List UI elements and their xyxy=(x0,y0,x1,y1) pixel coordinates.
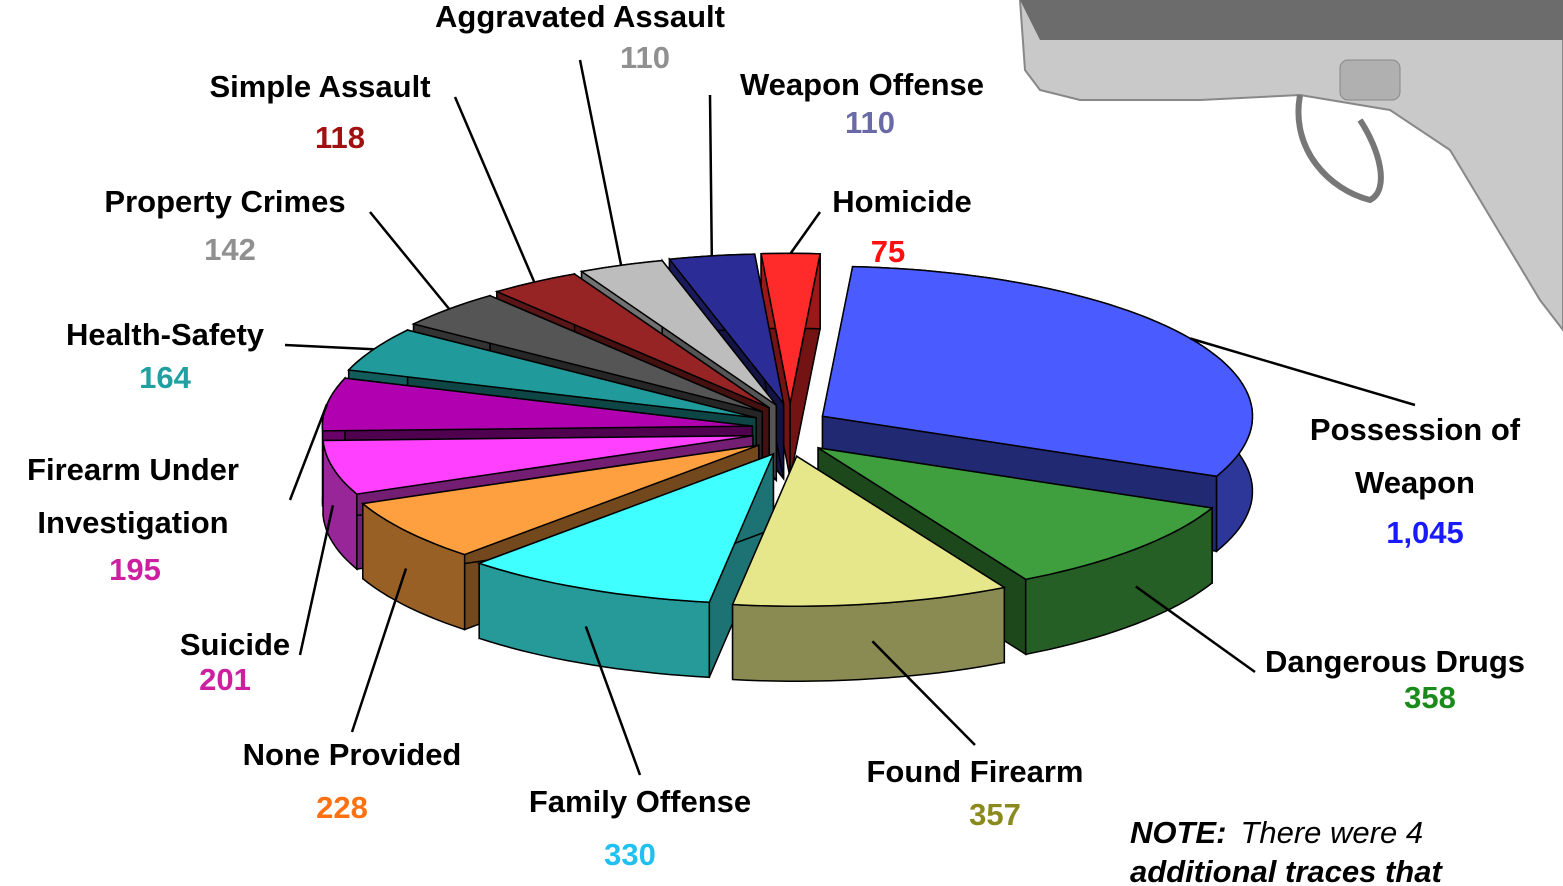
slice xyxy=(322,434,754,495)
value-label: 110 xyxy=(620,40,670,75)
value-label: 228 xyxy=(316,790,368,825)
pie xyxy=(321,252,1254,682)
category-label: Property Crimes xyxy=(104,184,345,219)
slice xyxy=(476,452,775,604)
leader-line xyxy=(284,343,374,351)
note: NOTE: There were 4 xyxy=(1130,815,1423,850)
leader-line xyxy=(298,505,335,656)
value-label: 142 xyxy=(204,232,256,267)
slice xyxy=(731,455,1007,607)
category-label: Homicide xyxy=(832,184,972,219)
leader-line xyxy=(789,211,822,255)
note-line: additional traces that xyxy=(1130,854,1443,886)
slice xyxy=(321,377,753,432)
leader-line xyxy=(369,211,451,310)
category-label-line: Weapon xyxy=(1355,465,1475,500)
value-label: 330 xyxy=(604,837,656,872)
value-label: 1,045 xyxy=(1386,515,1464,550)
category-label: Firearm Under Investigation xyxy=(27,452,239,540)
note-line: There were 4 xyxy=(1240,815,1423,850)
category-label-line: Possession of xyxy=(1310,412,1521,447)
leader-line xyxy=(1189,337,1416,407)
slice xyxy=(817,447,1214,581)
category-label: None Provided xyxy=(243,737,462,772)
category-label: Possession of Weapon xyxy=(1310,412,1521,500)
value-label: 195 xyxy=(109,552,161,587)
leader-line xyxy=(1135,585,1256,674)
leader-line xyxy=(708,94,714,256)
slice xyxy=(360,444,760,556)
value-label: 110 xyxy=(845,105,895,140)
category-label: Found Firearm xyxy=(866,754,1083,789)
category-label-line: Investigation xyxy=(37,505,228,540)
leader-line xyxy=(453,96,536,283)
value-label: 201 xyxy=(199,662,251,697)
category-label: Health-Safety xyxy=(66,317,265,352)
leader-line xyxy=(578,59,623,266)
gun-image xyxy=(1018,0,1563,332)
note-lead: NOTE: xyxy=(1130,815,1226,850)
category-label-line: Firearm Under xyxy=(27,452,239,487)
category-label: Simple Assault xyxy=(209,69,430,104)
category-label: Suicide xyxy=(180,627,290,662)
value-label: 164 xyxy=(139,360,191,395)
value-label: 358 xyxy=(1404,680,1456,715)
leader-line xyxy=(584,625,642,776)
category-label: Aggravated Assault xyxy=(435,0,725,34)
value-label: 118 xyxy=(315,120,365,155)
category-label: Family Offense xyxy=(529,784,751,819)
category-label: Dangerous Drugs xyxy=(1265,644,1525,679)
value-label: 357 xyxy=(969,797,1021,832)
category-label: Weapon Offense xyxy=(740,67,984,102)
leader-line xyxy=(288,403,329,501)
leader-line xyxy=(871,640,976,746)
slice xyxy=(494,273,770,409)
value-label: 75 xyxy=(871,234,905,269)
leader-line xyxy=(350,568,408,733)
